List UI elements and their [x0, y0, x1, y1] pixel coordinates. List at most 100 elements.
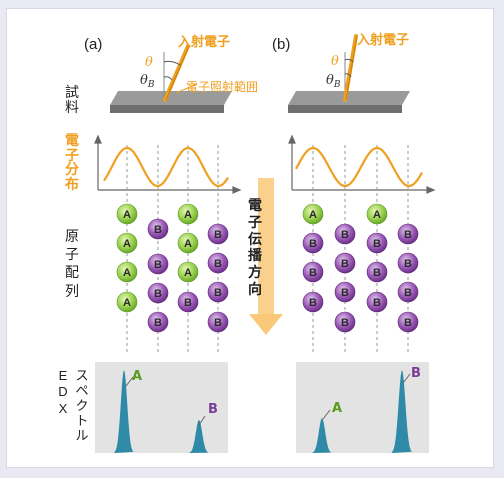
atom-b: B — [302, 261, 324, 283]
edx-peak-b-panel-a — [189, 420, 209, 453]
sample-label: 試料 — [65, 85, 79, 116]
atom-a: A — [366, 203, 388, 225]
atom-b: B — [397, 252, 419, 274]
propagation-direction-label: 電子伝播方向 — [248, 198, 262, 298]
incident-electron-label-b: 入射電子 — [357, 32, 409, 48]
atom-label: B — [404, 258, 412, 270]
atom-b: B — [366, 232, 388, 254]
sample-plate-b-edge — [288, 105, 402, 113]
atom-label: B — [184, 297, 192, 309]
thetab-arc-a — [163, 76, 173, 81]
atom-label: B — [404, 287, 412, 299]
atom-label: B — [214, 287, 222, 299]
atom-b: B — [334, 223, 356, 245]
atom-a: A — [177, 203, 199, 225]
atom-b: B — [302, 232, 324, 254]
atom-a: A — [177, 232, 199, 254]
atom-a: A — [116, 203, 138, 225]
atom-label: A — [123, 297, 131, 309]
sample-plate-a — [110, 91, 232, 105]
dist-axes-b — [288, 134, 436, 194]
atom-label: A — [373, 209, 381, 221]
atom-label: B — [214, 229, 222, 241]
atom-label: A — [184, 267, 192, 279]
atom-label: B — [341, 287, 349, 299]
atom-label: B — [309, 297, 317, 309]
theta-label-b: θ — [331, 54, 339, 69]
irradiation-leader — [175, 83, 198, 94]
atom-label: B — [309, 238, 317, 250]
atom-b: B — [147, 282, 169, 304]
atom-b: B — [207, 281, 229, 303]
peak-b-leader-b — [402, 373, 411, 384]
spectrum-label: スペクトル — [75, 369, 89, 444]
atom-b: B — [147, 311, 169, 333]
atom-label: B — [154, 224, 162, 236]
atom-a: A — [177, 261, 199, 283]
spectrum-box-a — [95, 362, 228, 453]
panel-label-a: (a) — [84, 36, 102, 53]
peak-a-leader-a — [125, 376, 134, 387]
irradiation-label: 電子照射範囲 — [186, 79, 258, 94]
peak-a-leader-b — [322, 409, 331, 420]
atom-b: B — [366, 291, 388, 313]
atom-b: B — [397, 311, 419, 333]
atom-b: B — [397, 281, 419, 303]
atom-b: B — [207, 311, 229, 333]
thetab-arc-b — [344, 73, 352, 78]
thetab-label-b: θB — [326, 73, 341, 90]
atom-label: B — [373, 238, 381, 250]
peak-a-label-b: A — [332, 401, 342, 416]
dist-axes-a — [94, 134, 242, 194]
theta-label-a: θ — [145, 55, 153, 70]
atom-label: A — [309, 209, 317, 221]
atom-b: B — [147, 218, 169, 240]
sample-plate-a-edge — [110, 105, 224, 113]
atom-b: B — [177, 291, 199, 313]
atom-label: A — [123, 209, 131, 221]
atom-b: B — [334, 311, 356, 333]
atom-label: B — [154, 317, 162, 329]
atom-label: B — [373, 297, 381, 309]
atom-label: B — [404, 317, 412, 329]
atom-b: B — [147, 253, 169, 275]
incident-electron-label-a: 入射電子 — [178, 34, 230, 50]
atom-label: B — [341, 229, 349, 241]
edx-peak-a-panel-a — [114, 370, 134, 453]
edx-peaks — [114, 370, 412, 453]
atom-lattice: A A A A B B B B A A A B B B B B A B B B B B B B A B B B B B B B — [116, 203, 419, 333]
peak-b-label-b: B — [411, 366, 421, 381]
atom-b: B — [302, 291, 324, 313]
atom-a: A — [116, 261, 138, 283]
propagation-arrow — [249, 178, 283, 335]
theta-arc-a — [163, 60, 181, 66]
atom-label: B — [214, 317, 222, 329]
edx-peak-a-panel-b — [312, 418, 332, 453]
atom-arrangement-label: 原子配列 — [65, 229, 79, 300]
atom-label: A — [184, 238, 192, 250]
edx-label: EDX — [58, 368, 68, 416]
panel-label-b: (b) — [272, 36, 290, 53]
atom-label: B — [404, 229, 412, 241]
electron-distribution-curve-a — [103, 146, 229, 188]
atom-a: A — [116, 291, 138, 313]
edx-peak-b-panel-b — [391, 370, 412, 453]
atom-b: B — [334, 252, 356, 274]
atom-label: B — [341, 258, 349, 270]
atom-label: B — [341, 317, 349, 329]
peak-b-leader-a — [198, 415, 206, 426]
atom-label: B — [154, 288, 162, 300]
thetab-label-a: θB — [140, 73, 155, 90]
atom-label: B — [373, 267, 381, 279]
atom-a: A — [302, 203, 324, 225]
atom-label: B — [214, 258, 222, 270]
electron-distribution-curve-b — [295, 146, 423, 188]
atom-a: A — [116, 232, 138, 254]
incident-beam-b — [343, 34, 358, 102]
atom-b: B — [334, 281, 356, 303]
atom-label: A — [123, 238, 131, 250]
atom-b: B — [397, 223, 419, 245]
atom-label: B — [154, 259, 162, 271]
